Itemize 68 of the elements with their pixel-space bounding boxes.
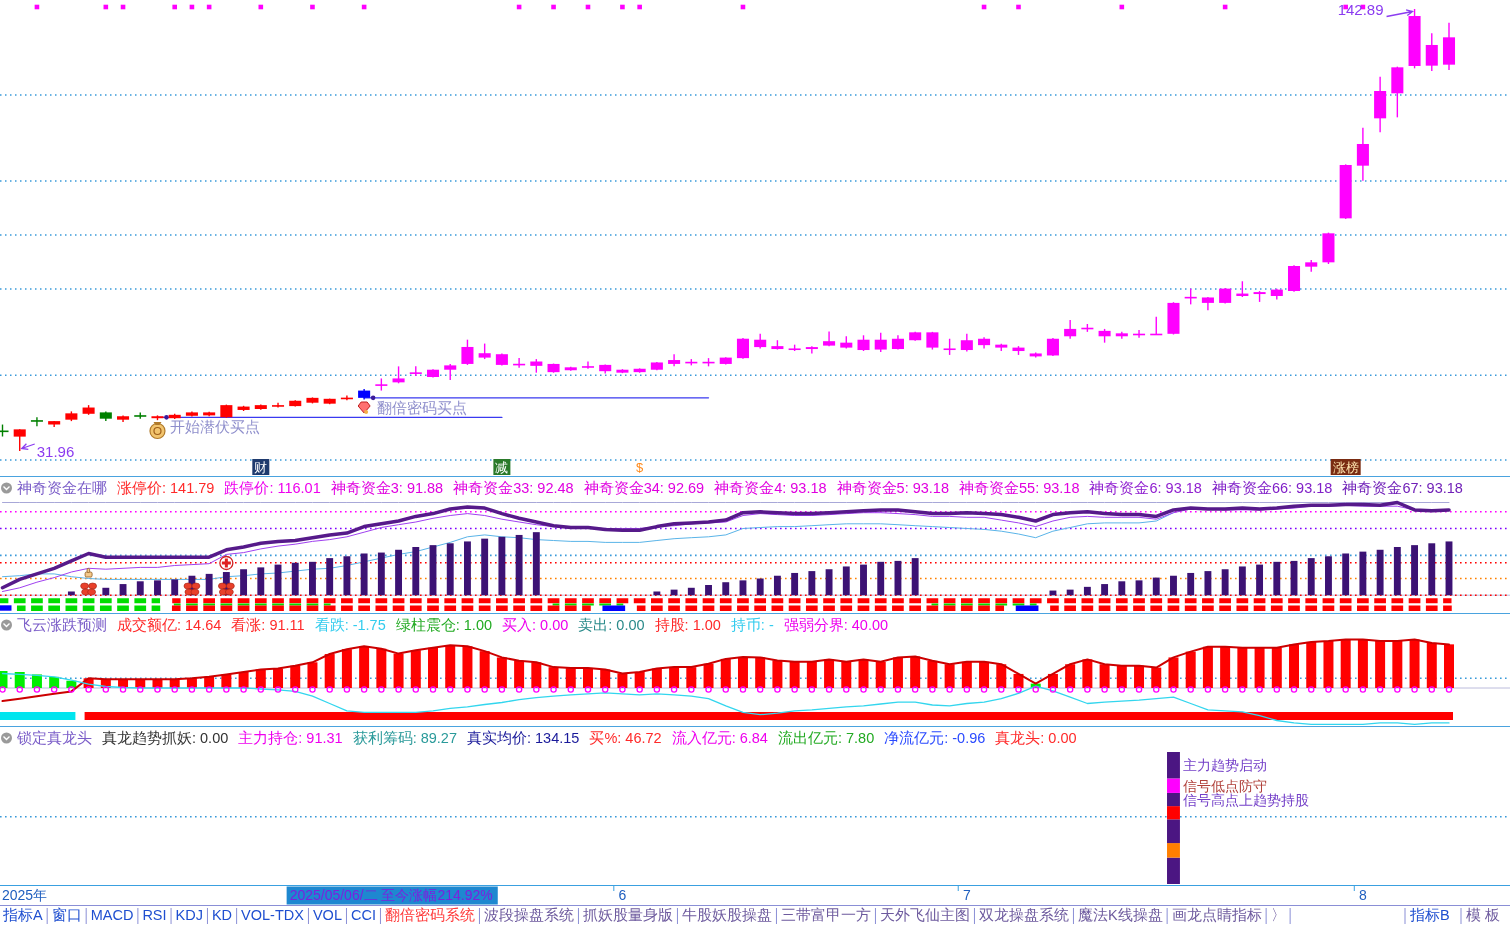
text: 持股: 1.00 bbox=[654, 617, 721, 633]
text: 真龙趋势抓妖: 0.00 bbox=[102, 730, 229, 746]
text: 获利筹码: 89.27 bbox=[352, 730, 457, 746]
text: 神奇资金5: 93.18 bbox=[836, 480, 949, 496]
text: 看跌: -1.75 bbox=[314, 617, 386, 633]
text: 窗口 bbox=[51, 907, 82, 923]
text: 牛股妖股操盘 bbox=[681, 907, 772, 923]
text: 流出亿元: 7.80 bbox=[777, 730, 875, 746]
text: 三带富甲一方 bbox=[780, 907, 871, 923]
text: MACD bbox=[90, 907, 134, 923]
text: 神奇资金55: 93.18 bbox=[959, 480, 1080, 496]
text: 神奇资金33: 92.48 bbox=[453, 480, 574, 496]
text: 〉 bbox=[1270, 907, 1286, 923]
annotation: 31.96 bbox=[36, 442, 75, 460]
text: 流入亿元: 6.84 bbox=[671, 730, 768, 746]
text: 神奇资金66: 93.18 bbox=[1211, 480, 1333, 496]
text: 双龙操盘系统 bbox=[978, 907, 1069, 923]
text: $ bbox=[636, 460, 645, 475]
text: RSI bbox=[142, 907, 167, 923]
text: VOL bbox=[312, 907, 342, 923]
text: 成交额亿: 14.64 bbox=[117, 617, 222, 633]
text: 买入: 0.00 bbox=[502, 617, 569, 633]
text: 真实均价: 134.15 bbox=[466, 730, 580, 746]
chart-title: 锁定真龙头 bbox=[16, 730, 92, 746]
text: 主力持仓: 91.31 bbox=[238, 730, 343, 746]
text: 减 bbox=[495, 460, 509, 475]
text: 神奇资金4: 93.18 bbox=[714, 480, 827, 496]
text: 抓妖股量身版 bbox=[582, 907, 673, 923]
text: 神奇资金3: 91.88 bbox=[330, 480, 444, 496]
text: 2025年 bbox=[2, 887, 48, 903]
x-tick-label: 7 bbox=[962, 887, 971, 903]
chart-title: 神奇资金在哪 bbox=[17, 480, 107, 496]
text: 强弱分界: 40.00 bbox=[783, 617, 889, 633]
text: 净流亿元: -0.96 bbox=[884, 730, 986, 746]
text: 神奇资金6: 93.18 bbox=[1089, 480, 1202, 496]
series-label: 翻倍密码买点 bbox=[377, 399, 468, 416]
text: CCI bbox=[350, 907, 376, 923]
text: 神奇资金67: 93.18 bbox=[1342, 480, 1463, 496]
text: 卖出: 0.00 bbox=[578, 617, 645, 633]
text: 涨榜 bbox=[1332, 460, 1359, 475]
text: 天外飞仙主图 bbox=[879, 907, 970, 923]
text: 2025/05/06/二 至今涨幅214.92% bbox=[289, 887, 493, 903]
text: 看涨: 91.11 bbox=[231, 617, 305, 633]
text: 指标A bbox=[2, 907, 43, 923]
text: 波段操盘系统 bbox=[483, 907, 574, 923]
text: VOL-TDX bbox=[241, 907, 305, 923]
text: 财 bbox=[254, 460, 268, 475]
text: 持币: - bbox=[730, 617, 774, 633]
text: 绿柱震仓: 1.00 bbox=[395, 617, 493, 633]
x-tick-label: 6 bbox=[618, 887, 627, 903]
annotation: 142.89 bbox=[1337, 0, 1384, 18]
text: 翻倍密码系统 bbox=[384, 907, 475, 923]
chart-title: 飞云涨跌预测 bbox=[17, 617, 107, 633]
text: 指标B bbox=[1409, 907, 1450, 923]
text: 跌停价: 116.01 bbox=[224, 480, 321, 496]
text: 模 板 bbox=[1466, 907, 1501, 923]
text: 画龙点睛指标 bbox=[1171, 907, 1262, 923]
text: KDJ bbox=[175, 907, 203, 923]
text: 魔法K线操盘 bbox=[1077, 907, 1163, 923]
text: 买%: 46.72 bbox=[589, 730, 662, 746]
text: 真龙头: 0.00 bbox=[995, 730, 1077, 746]
text: KD bbox=[211, 907, 233, 923]
series-label: 信号低点防守 bbox=[1182, 777, 1267, 794]
text: 涨停价: 141.79 bbox=[117, 480, 215, 496]
series-label: 主力趋势启动 bbox=[1182, 757, 1267, 774]
x-tick-label: 8 bbox=[1359, 887, 1367, 903]
series-label: 开始潜伏买点 bbox=[170, 419, 261, 436]
text: 神奇资金34: 92.69 bbox=[583, 480, 705, 496]
